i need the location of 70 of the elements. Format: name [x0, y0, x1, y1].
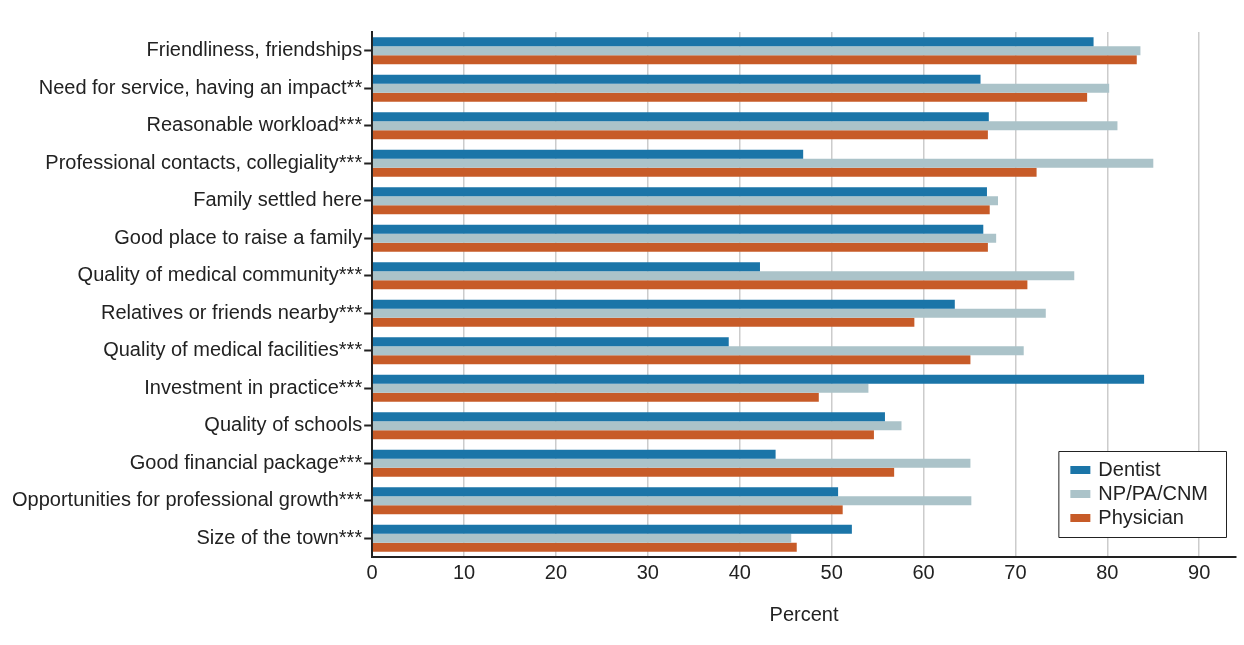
bar — [372, 346, 1024, 356]
bar — [372, 233, 997, 243]
x-tick-label: 30 — [636, 560, 659, 583]
y-tick-label: Investment in practice*** — [144, 375, 363, 398]
x-tick-label: 10 — [452, 560, 476, 583]
bar — [372, 467, 895, 477]
bar — [372, 317, 915, 327]
bar — [372, 487, 839, 497]
bar — [372, 412, 885, 422]
y-tick-label: Good financial package*** — [129, 450, 363, 473]
y-tick-label: Quality of schools — [204, 413, 363, 436]
bar — [372, 130, 988, 140]
y-tick-label: Friendliness, friendships — [146, 38, 363, 61]
bar — [372, 280, 1028, 290]
bar — [372, 74, 981, 84]
y-tick-label: Quality of medical facilities*** — [103, 338, 363, 361]
bar — [372, 158, 1154, 168]
bar — [372, 46, 1141, 56]
bar — [372, 271, 1075, 281]
legend-label: NP/PA/CNM — [1098, 481, 1208, 504]
x-tick-label: 0 — [366, 560, 378, 583]
bar — [372, 421, 902, 431]
bar — [372, 92, 1088, 102]
bar — [372, 121, 1118, 131]
bar — [372, 299, 955, 309]
bar — [372, 505, 843, 515]
bar — [372, 55, 1137, 65]
x-tick-label: 70 — [1004, 560, 1027, 583]
y-tick-label: Family settled here — [193, 188, 363, 211]
bar — [372, 392, 819, 402]
y-tick-label: Good place to raise a family — [114, 225, 363, 248]
y-tick-label: Relatives or friends nearby*** — [100, 300, 363, 323]
bar — [372, 149, 804, 159]
bar — [372, 167, 1037, 177]
x-tick-label: 50 — [820, 560, 843, 583]
bar — [372, 83, 1110, 93]
bar — [372, 355, 971, 365]
bar — [372, 337, 729, 347]
bar — [372, 374, 1145, 384]
bar — [372, 542, 797, 552]
x-tick-label: 80 — [1096, 560, 1119, 583]
bar — [372, 112, 989, 122]
y-tick-label: Need for service, having an impact** — [38, 75, 363, 98]
y-tick-label: Opportunities for professional growth*** — [12, 488, 363, 511]
bar — [372, 37, 1094, 47]
bar — [372, 430, 874, 440]
bar — [372, 449, 776, 459]
y-tick-label: Professional contacts, collegiality*** — [45, 150, 363, 173]
y-tick-label: Size of the town*** — [196, 525, 363, 548]
y-tick-label: Reasonable workload*** — [146, 113, 363, 136]
bar — [372, 308, 1046, 318]
x-tick-label: 40 — [728, 560, 751, 583]
legend-label: Dentist — [1098, 457, 1162, 480]
bar — [372, 187, 987, 197]
y-tick-label: Quality of medical community*** — [77, 263, 363, 286]
legend-label: Physician — [1098, 505, 1184, 528]
bar — [372, 242, 988, 252]
x-axis-title: Percent — [769, 602, 839, 625]
bar — [372, 224, 984, 234]
x-tick-label: 90 — [1188, 560, 1211, 583]
bar — [372, 205, 990, 215]
x-tick-label: 60 — [912, 560, 935, 583]
bar — [372, 458, 971, 468]
x-tick-label: 20 — [544, 560, 568, 583]
bar — [372, 496, 972, 506]
bar — [372, 524, 852, 534]
bar — [372, 262, 760, 272]
bar — [372, 383, 869, 393]
bar — [372, 196, 998, 206]
bar — [372, 533, 792, 543]
